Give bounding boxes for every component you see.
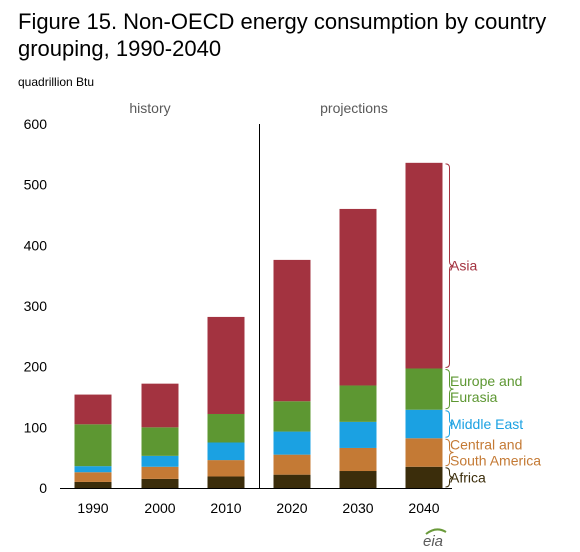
projections-label: projections — [320, 100, 388, 116]
y-axis-unit-label: quadrillion Btu — [18, 75, 95, 89]
bar-segment — [339, 208, 377, 386]
bar-segment — [141, 455, 179, 467]
x-tick-label: 2030 — [342, 500, 373, 516]
series-brace — [445, 438, 454, 467]
y-tick-label: 200 — [24, 359, 48, 375]
y-tick-label: 100 — [24, 419, 48, 435]
y-tick-label: 600 — [24, 116, 48, 132]
series-brace — [445, 163, 454, 368]
bar-segment — [207, 460, 245, 477]
bar-segment — [339, 471, 377, 488]
bar-segment — [207, 442, 245, 461]
history-label: history — [129, 100, 170, 116]
y-tick-label: 500 — [24, 177, 48, 193]
series-label: Middle East — [450, 416, 523, 432]
bar-segment — [405, 438, 443, 467]
bar-segment — [405, 162, 443, 369]
bar-segment — [207, 316, 245, 414]
bar-segment — [339, 385, 377, 422]
bar-segment — [273, 454, 311, 475]
bar-segment — [207, 413, 245, 443]
bar-segment — [207, 476, 245, 488]
x-tick-label: 2000 — [144, 500, 175, 516]
x-tick-label: 1990 — [77, 500, 108, 516]
x-tick-label: 2040 — [408, 500, 439, 516]
bar-segment — [141, 383, 179, 428]
bar-segment — [273, 259, 311, 402]
y-tick-label: 300 — [24, 298, 48, 314]
bar-segment — [74, 424, 112, 467]
bar-segment — [339, 447, 377, 472]
series-brace — [445, 368, 454, 410]
series-label: Asia — [450, 258, 477, 274]
bar-segment — [405, 409, 443, 439]
bar-segment — [273, 401, 311, 432]
y-tick-label: 0 — [39, 480, 47, 496]
eia-logo: eia — [423, 533, 443, 550]
bar-segment — [74, 481, 112, 488]
bar-segment — [405, 466, 443, 488]
bar-segment — [141, 466, 179, 479]
series-label: Europe and Eurasia — [450, 373, 522, 405]
series-brace — [445, 467, 454, 488]
y-tick-label: 400 — [24, 237, 48, 253]
chart-title: Figure 15. Non-OECD energy consumption b… — [18, 9, 547, 61]
bar-segment — [141, 478, 179, 488]
bar-segment — [273, 474, 311, 488]
series-label: Africa — [450, 469, 486, 485]
bar-segment — [339, 421, 377, 448]
bar-segment — [405, 368, 443, 410]
x-tick-label: 2010 — [210, 500, 241, 516]
bar-segment — [74, 466, 112, 473]
x-tick-label: 2020 — [276, 500, 307, 516]
bar-segment — [141, 427, 179, 456]
bar-segment — [273, 431, 311, 455]
series-brace — [445, 410, 454, 438]
eia-logo-swoosh — [425, 528, 447, 535]
bar-segment — [74, 394, 112, 425]
series-label: Central and South America — [450, 437, 541, 469]
bar-segment — [74, 472, 112, 482]
